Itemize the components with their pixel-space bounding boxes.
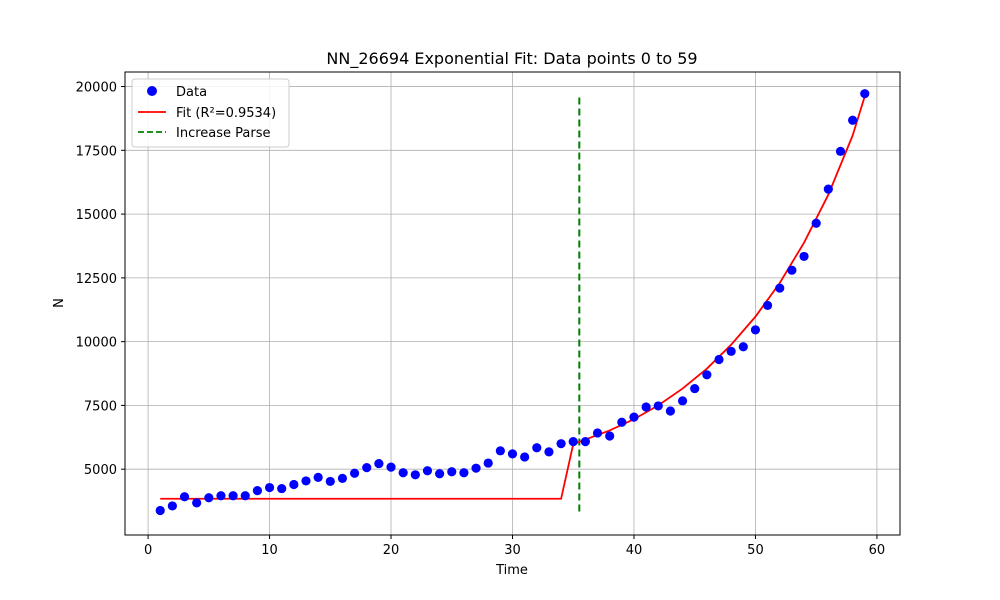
x-tick-label: 50	[747, 543, 764, 558]
data-point	[277, 483, 287, 494]
data-point	[313, 472, 323, 482]
data-point	[459, 468, 469, 478]
data-points	[155, 89, 870, 516]
data-point	[289, 479, 299, 490]
data-point	[653, 401, 663, 411]
data-point	[325, 476, 335, 487]
data-point	[167, 501, 177, 511]
data-point	[738, 342, 748, 352]
data-point	[204, 493, 214, 503]
legend: Data Fit (R²=0.9534) Increase Parse	[131, 78, 290, 148]
data-point	[860, 89, 870, 99]
x-tick-label: 40	[626, 543, 643, 558]
data-point	[483, 458, 493, 468]
data-point	[787, 265, 797, 275]
data-point	[179, 492, 190, 502]
data-point	[641, 402, 651, 412]
data-point	[592, 428, 603, 438]
data-point	[835, 146, 846, 156]
data-point	[775, 283, 785, 293]
data-point	[848, 115, 858, 125]
y-axis-ticks: 5000 7500 10000 12500 15000 17500 20000	[76, 81, 125, 478]
data-point	[520, 452, 530, 462]
x-tick-label: 30	[504, 543, 521, 558]
legend-parse-label: Increase Parse	[176, 126, 271, 141]
legend-fit-label: Fit (R²=0.9534)	[176, 106, 276, 121]
data-point	[811, 218, 821, 228]
data-point	[386, 462, 396, 472]
data-point	[422, 466, 433, 476]
legend-box	[131, 78, 290, 148]
data-point	[337, 473, 348, 483]
data-point	[362, 463, 372, 473]
y-tick-label: 17500	[76, 144, 117, 159]
data-point	[374, 458, 384, 469]
data-point	[155, 505, 165, 516]
data-point	[240, 491, 250, 501]
data-point	[495, 446, 505, 456]
data-point	[762, 300, 773, 311]
data-point	[605, 431, 615, 441]
data-point	[252, 486, 263, 496]
chart-title: NN_26694 Exponential Fit: Data points 0 …	[326, 49, 697, 69]
data-point	[568, 437, 578, 447]
data-point	[714, 354, 724, 365]
data-point	[216, 491, 226, 501]
data-point	[823, 184, 833, 194]
y-tick-label: 20000	[76, 81, 117, 96]
data-point	[471, 463, 481, 473]
y-axis-label: N	[52, 298, 67, 308]
data-point	[507, 449, 518, 459]
legend-data-label: Data	[176, 85, 207, 100]
y-tick-label: 12500	[76, 272, 117, 287]
y-tick-label: 15000	[76, 208, 117, 223]
data-point	[544, 447, 554, 457]
grid	[125, 72, 900, 535]
x-tick-label: 10	[261, 543, 278, 558]
y-tick-label: 7500	[84, 399, 117, 414]
data-point	[301, 476, 311, 486]
data-point	[349, 468, 360, 478]
data-point	[192, 498, 202, 508]
data-point	[750, 325, 761, 335]
data-point	[532, 443, 542, 453]
data-point	[398, 468, 408, 478]
data-point	[435, 469, 445, 479]
data-point	[677, 396, 688, 406]
x-axis-ticks: 0 10 20 30 40 50 60	[144, 535, 885, 558]
x-axis-label: Time	[495, 563, 528, 578]
data-point	[264, 482, 275, 493]
data-point	[690, 383, 700, 394]
data-point	[556, 439, 566, 449]
x-tick-label: 60	[869, 543, 886, 558]
data-point	[799, 251, 809, 262]
data-point	[726, 346, 736, 356]
data-point	[665, 406, 676, 416]
x-tick-label: 20	[383, 543, 400, 558]
y-tick-label: 10000	[76, 336, 117, 351]
data-point	[410, 470, 420, 480]
legend-data-marker	[147, 86, 157, 96]
data-point	[702, 370, 712, 380]
data-point	[629, 412, 639, 422]
y-tick-label: 5000	[84, 463, 117, 478]
data-point	[617, 417, 627, 427]
data-point	[580, 437, 590, 447]
x-tick-label: 0	[144, 543, 152, 558]
data-point	[228, 491, 238, 501]
data-point	[447, 467, 457, 477]
